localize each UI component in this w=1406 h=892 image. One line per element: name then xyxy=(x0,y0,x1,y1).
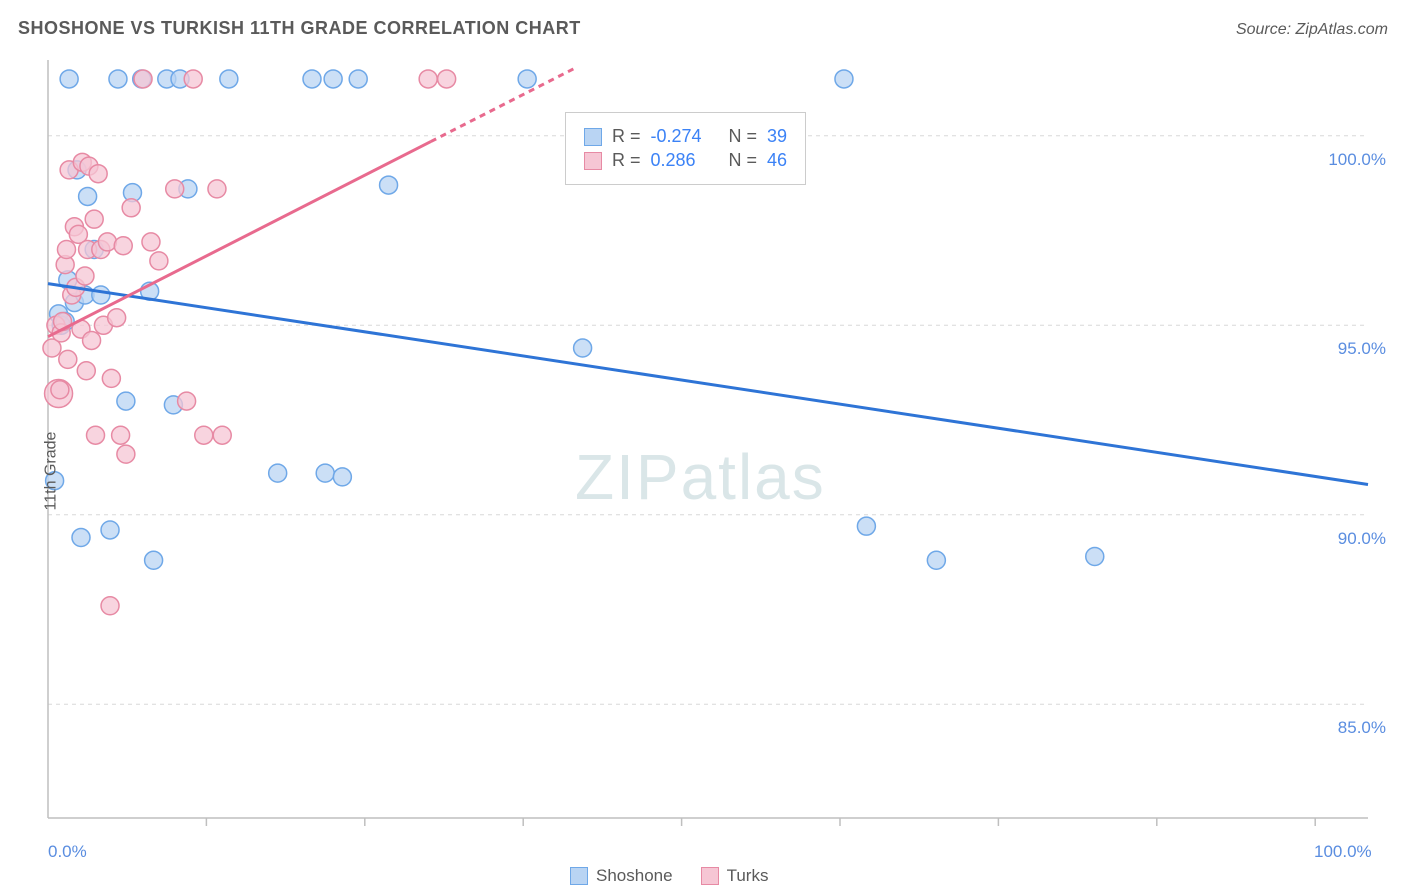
chart-container: 11th Grade ZIPatlas R =-0.274N =39R =0.2… xyxy=(0,50,1406,892)
y-tick-label: 85.0% xyxy=(1338,718,1386,738)
legend-swatch xyxy=(701,867,719,885)
y-tick-label: 100.0% xyxy=(1328,150,1386,170)
legend-item: Turks xyxy=(701,866,769,886)
stats-row: R = 0.286 N = 46 xyxy=(584,150,787,171)
legend: Shoshone Turks xyxy=(570,866,768,886)
r-label: R = xyxy=(612,150,641,171)
chart-source: Source: ZipAtlas.com xyxy=(1236,21,1388,39)
chart-header: SHOSHONE VS TURKISH 11TH GRADE CORRELATI… xyxy=(18,18,1388,39)
n-label: N = xyxy=(729,126,758,147)
series-swatch xyxy=(584,128,602,146)
r-value: 0.286 xyxy=(651,150,711,171)
chart-title: SHOSHONE VS TURKISH 11TH GRADE CORRELATI… xyxy=(18,18,581,39)
r-value: -0.274 xyxy=(651,126,711,147)
n-value: 39 xyxy=(767,126,787,147)
stats-row: R = -0.274 N = 39 xyxy=(584,126,787,147)
stats-box: R = -0.274 N = 39 R = 0.286 N = 46 xyxy=(565,112,806,185)
r-label: R = xyxy=(612,126,641,147)
y-tick-label: 90.0% xyxy=(1338,529,1386,549)
x-tick-label: 0.0% xyxy=(48,842,87,862)
y-axis-label: 11th Grade xyxy=(42,432,60,511)
legend-item: Shoshone xyxy=(570,866,673,886)
legend-swatch xyxy=(570,867,588,885)
legend-label: Turks xyxy=(727,866,769,886)
legend-label: Shoshone xyxy=(596,866,673,886)
x-tick-label: 100.0% xyxy=(1314,842,1372,862)
n-label: N = xyxy=(729,150,758,171)
series-swatch xyxy=(584,152,602,170)
n-value: 46 xyxy=(767,150,787,171)
y-tick-label: 95.0% xyxy=(1338,339,1386,359)
